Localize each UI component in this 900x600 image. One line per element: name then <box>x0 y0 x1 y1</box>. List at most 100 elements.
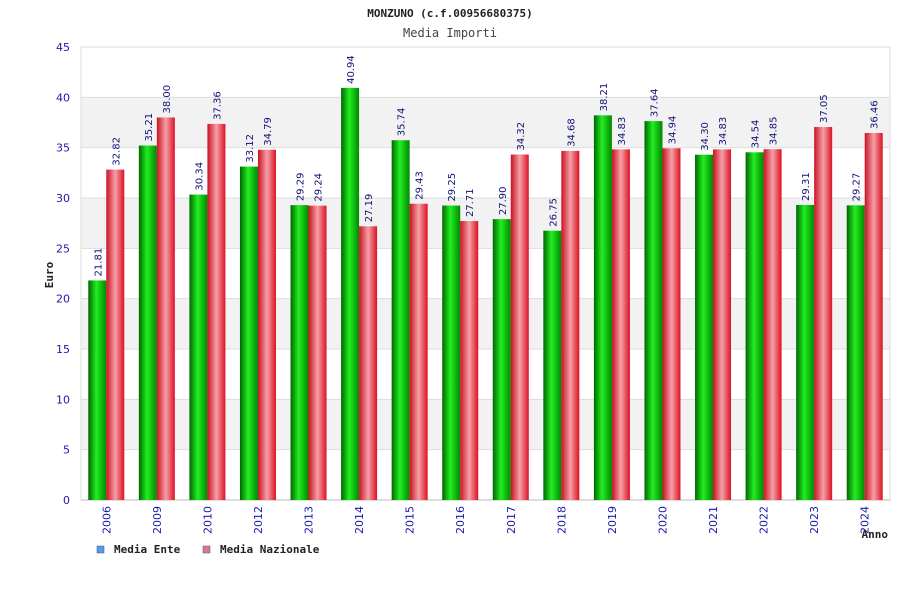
bar-media-nazionale-2009 <box>156 117 175 500</box>
x-tick-label: 2015 <box>404 506 417 534</box>
x-tick-label: 2020 <box>656 506 669 534</box>
bar-media-ente-2006 <box>88 280 107 500</box>
data-label-media-ente-2019: 38.21 <box>599 83 610 112</box>
y-tick-label: 35 <box>56 142 70 155</box>
data-label-media-ente-2010: 30.34 <box>194 162 205 191</box>
data-label-media-nazionale-2019: 34.83 <box>617 117 628 146</box>
bar-media-ente-2023 <box>796 204 815 501</box>
bar-media-ente-2014 <box>341 87 360 500</box>
y-axis-label: Euro <box>43 261 56 288</box>
y-tick-label: 25 <box>56 242 70 255</box>
x-axis-ticks: 2006 2009 2010 2012 2013 2014 2015 2016 2017 2018… <box>100 506 871 534</box>
data-label-media-nazionale-2013: 29.24 <box>314 173 325 202</box>
bar-media-nazionale-2012 <box>257 149 276 500</box>
x-tick-label: 2012 <box>252 506 265 534</box>
y-tick-label: 5 <box>63 444 70 457</box>
y-tick-label: 45 <box>56 41 70 54</box>
bar-media-ente-2019 <box>593 115 612 501</box>
data-label-media-ente-2024: 29.27 <box>852 173 863 202</box>
bars: 21.81 32.82 35.21 38.00 30.34 37.36 33.12 34.79… <box>88 55 883 501</box>
data-label-media-nazionale-2020: 34.94 <box>667 116 678 145</box>
x-tick-label: 2024 <box>859 506 872 534</box>
bar-media-ente-2022 <box>745 152 764 500</box>
legend-swatch-media-nazionale <box>202 545 211 554</box>
x-tick-label: 2009 <box>151 506 164 534</box>
data-label-media-ente-2006: 21.81 <box>93 248 104 277</box>
y-tick-label: 0 <box>63 494 70 507</box>
data-label-media-ente-2016: 29.25 <box>447 173 458 202</box>
data-label-media-ente-2017: 27.90 <box>498 186 509 215</box>
data-label-media-nazionale-2023: 37.05 <box>819 94 830 123</box>
data-label-media-nazionale-2012: 34.79 <box>263 117 274 146</box>
bar-media-nazionale-2017 <box>510 154 529 500</box>
data-label-media-nazionale-2015: 29.43 <box>415 171 426 200</box>
data-label-media-nazionale-2021: 34.83 <box>718 117 729 146</box>
x-tick-label: 2014 <box>353 506 366 534</box>
x-tick-label: 2017 <box>505 506 518 534</box>
x-axis-label: Anno <box>862 528 889 541</box>
data-label-media-ente-2009: 35.21 <box>144 113 155 142</box>
bar-media-ente-2021 <box>695 154 714 501</box>
bar-media-nazionale-2020 <box>662 148 681 500</box>
bar-media-nazionale-2006 <box>106 169 125 500</box>
data-label-media-ente-2023: 29.31 <box>801 172 812 201</box>
legend-swatch-media-ente <box>96 545 105 554</box>
data-label-media-nazionale-2018: 34.68 <box>566 118 577 147</box>
y-tick-label: 20 <box>56 293 70 306</box>
chart-subtitle: Media Importi <box>403 26 497 40</box>
data-label-media-nazionale-2024: 36.46 <box>870 100 881 129</box>
x-tick-label: 2016 <box>454 506 467 534</box>
x-tick-label: 2019 <box>606 506 619 534</box>
data-label-media-nazionale-2022: 34.85 <box>769 117 780 146</box>
data-label-media-ente-2020: 37.64 <box>649 88 660 117</box>
legend-label-media-ente: Media Ente <box>114 543 181 556</box>
bar-media-ente-2013 <box>290 205 309 500</box>
x-tick-label: 2022 <box>758 506 771 534</box>
bar-media-nazionale-2010 <box>207 123 226 500</box>
data-label-media-nazionale-2006: 32.82 <box>111 137 122 166</box>
x-tick-label: 2010 <box>201 506 214 534</box>
bar-media-nazionale-2013 <box>308 205 327 500</box>
data-label-media-nazionale-2009: 38.00 <box>162 85 173 114</box>
legend-label-media-nazionale: Media Nazionale <box>220 543 320 556</box>
grid-band <box>81 47 890 98</box>
bar-media-ente-2016 <box>442 205 461 501</box>
data-label-media-ente-2012: 33.12 <box>245 134 256 163</box>
data-label-media-nazionale-2016: 27.71 <box>465 188 476 217</box>
bar-media-nazionale-2015 <box>409 203 428 500</box>
x-tick-label: 2018 <box>555 506 568 534</box>
data-label-media-nazionale-2014: 27.19 <box>364 194 375 223</box>
data-label-media-ente-2018: 26.75 <box>548 198 559 227</box>
chart-title: MONZUNO (c.f.00956680375) <box>367 7 533 20</box>
y-tick-label: 40 <box>56 91 70 104</box>
data-label-media-nazionale-2017: 34.32 <box>516 122 527 151</box>
bar-media-nazionale-2014 <box>359 226 378 500</box>
bar-media-ente-2018 <box>543 230 562 500</box>
bar-media-ente-2015 <box>391 140 410 500</box>
data-label-media-ente-2015: 35.74 <box>397 108 408 137</box>
y-tick-label: 15 <box>56 343 70 356</box>
bar-media-nazionale-2024 <box>864 132 883 500</box>
bar-media-ente-2009 <box>138 145 157 500</box>
data-label-media-ente-2021: 34.30 <box>700 122 711 151</box>
bar-media-ente-2024 <box>846 205 865 500</box>
y-tick-label: 30 <box>56 192 70 205</box>
legend: Media Ente Media Nazionale <box>96 543 320 556</box>
bar-media-ente-2020 <box>644 121 663 500</box>
bar-media-nazionale-2019 <box>611 149 630 501</box>
x-tick-label: 2006 <box>100 506 113 534</box>
x-tick-label: 2023 <box>808 506 821 534</box>
bar-media-nazionale-2016 <box>460 221 479 500</box>
bar-media-ente-2010 <box>189 194 208 500</box>
y-axis-ticks: 0 5 10 15 20 25 30 35 40 45 <box>56 41 70 507</box>
bar-media-nazionale-2022 <box>763 149 782 500</box>
y-tick-label: 10 <box>56 393 70 406</box>
data-label-media-nazionale-2010: 37.36 <box>212 91 223 120</box>
data-label-media-ente-2022: 34.54 <box>751 120 762 149</box>
bar-media-ente-2017 <box>492 219 511 500</box>
x-tick-label: 2013 <box>303 506 316 534</box>
bar-media-nazionale-2018 <box>561 150 580 500</box>
x-tick-label: 2021 <box>707 506 720 534</box>
bar-media-ente-2012 <box>239 166 258 501</box>
